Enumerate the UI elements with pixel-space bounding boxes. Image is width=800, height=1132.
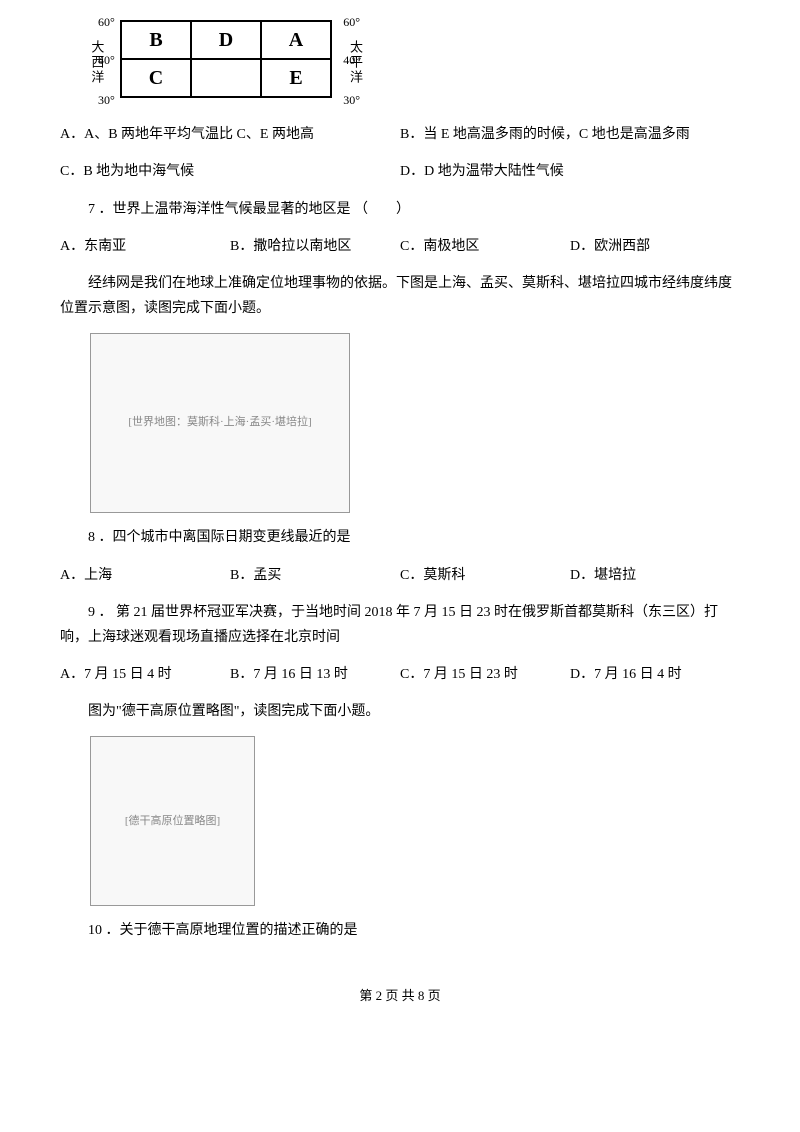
world-map-image: [世界地图：莫斯科·上海·孟买·堪培拉] bbox=[90, 333, 350, 513]
q7-opt-C: C．南极地区 bbox=[400, 234, 570, 259]
q9-text: 9 ． 第 21 届世界杯冠亚军决赛，于当地时间 2018 年 7 月 15 日… bbox=[60, 600, 740, 650]
cell-mid bbox=[191, 59, 261, 97]
q8-options: A．上海 B．孟买 C．莫斯科 D．堪培拉 bbox=[60, 563, 740, 588]
q7-options: A．东南亚 B．撒哈拉以南地区 C．南极地区 D．欧洲西部 bbox=[60, 234, 740, 259]
q6-options-row1: A．A、B 两地年平均气温比 C、E 两地高 B．当 E 地高温多雨的时候，C … bbox=[60, 122, 740, 147]
q9-opt-B: B．7 月 16 日 13 时 bbox=[230, 662, 400, 687]
q7-opt-D: D．欧洲西部 bbox=[570, 234, 740, 259]
q8-opt-B: B．孟买 bbox=[230, 563, 400, 588]
q8-text: 8 ．四个城市中离国际日期变更线最近的是 bbox=[60, 525, 740, 550]
grid-table: B D A C E bbox=[120, 20, 332, 98]
q10-text: 10 ．关于德干高原地理位置的描述正确的是 bbox=[60, 918, 740, 943]
page-footer: 第 2 页 共 8 页 bbox=[60, 984, 740, 1007]
q7-text: 7 ．世界上温带海洋性气候最显著的地区是 （ ） bbox=[60, 197, 740, 222]
q9-options: A．7 月 15 日 4 时 B．7 月 16 日 13 时 C．7 月 15 … bbox=[60, 662, 740, 687]
q8-opt-D: D．堪培拉 bbox=[570, 563, 740, 588]
intro8: 经纬网是我们在地球上准确定位地理事物的依据。下图是上海、孟买、莫斯科、堪培拉四城… bbox=[60, 271, 740, 321]
intro10: 图为"德干高原位置略图"，读图完成下面小题。 bbox=[60, 699, 740, 724]
deg-60-right: 60° bbox=[343, 12, 360, 34]
q8-opt-A: A．上海 bbox=[60, 563, 230, 588]
q9-opt-A: A．7 月 15 日 4 时 bbox=[60, 662, 230, 687]
deccan-plateau-map: [德干高原位置略图] bbox=[90, 736, 255, 906]
cell-B: B bbox=[121, 21, 191, 59]
q6-opt-D: D．D 地为温带大陆性气候 bbox=[400, 159, 740, 184]
deg-30-right: 30° bbox=[343, 90, 360, 112]
cell-A: A bbox=[261, 21, 331, 59]
q6-options-row2: C．B 地为地中海气候 D．D 地为温带大陆性气候 bbox=[60, 159, 740, 184]
q6-opt-B: B．当 E 地高温多雨的时候，C 地也是高温多雨 bbox=[400, 122, 740, 147]
q9-opt-D: D．7 月 16 日 4 时 bbox=[570, 662, 740, 687]
q8-opt-C: C．莫斯科 bbox=[400, 563, 570, 588]
q7-opt-B: B．撒哈拉以南地区 bbox=[230, 234, 400, 259]
q7-opt-A: A．东南亚 bbox=[60, 234, 230, 259]
q6-opt-A: A．A、B 两地年平均气温比 C、E 两地高 bbox=[60, 122, 400, 147]
cell-D: D bbox=[191, 21, 261, 59]
deg-40-right: 40° bbox=[343, 50, 360, 72]
cell-C: C bbox=[121, 59, 191, 97]
deg-60-left: 60° bbox=[98, 12, 115, 34]
deg-40-left: 40° bbox=[98, 50, 115, 72]
q6-opt-C: C．B 地为地中海气候 bbox=[60, 159, 400, 184]
cell-E: E bbox=[261, 59, 331, 97]
deg-30-left: 30° bbox=[98, 90, 115, 112]
q9-opt-C: C．7 月 15 日 23 时 bbox=[400, 662, 570, 687]
climate-grid-diagram: 大西洋 太平洋 60° 60° 40° 40° 30° 30° B D A C … bbox=[90, 20, 740, 107]
